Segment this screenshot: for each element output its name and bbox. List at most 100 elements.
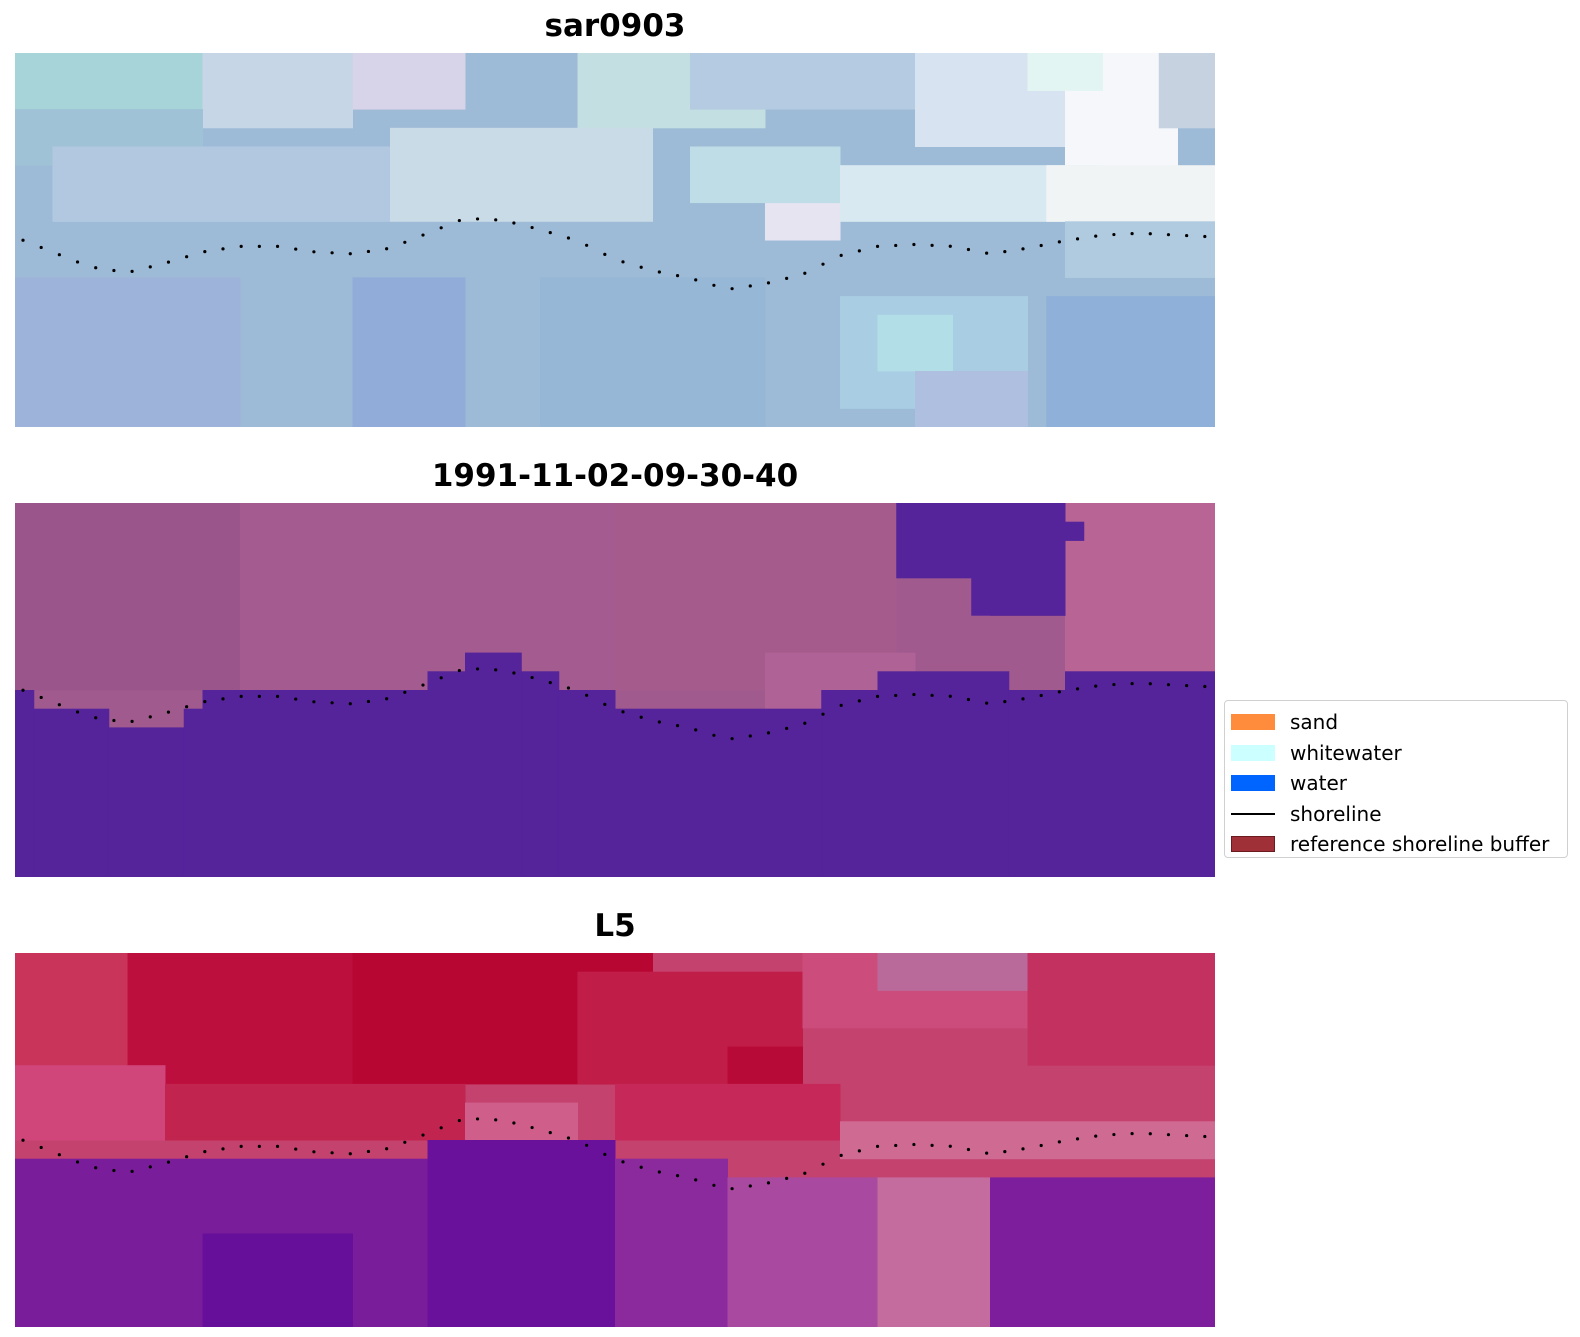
shoreline-dot	[39, 1145, 43, 1150]
shoreline-dot	[257, 1144, 261, 1148]
shoreline-dot	[403, 1140, 407, 1144]
shoreline-dot	[94, 266, 98, 270]
legend-label: water	[1290, 771, 1347, 796]
pixel-block	[896, 503, 1066, 579]
shoreline-dot	[239, 1144, 243, 1148]
pixel-block	[877, 1177, 991, 1327]
shoreline-dot	[748, 734, 752, 738]
shoreline-dot	[185, 705, 189, 709]
shoreline-dot	[730, 737, 734, 741]
shoreline-dot	[112, 718, 116, 723]
shoreline-dot	[1003, 1150, 1007, 1154]
shoreline-dot	[712, 283, 716, 287]
shoreline-dot	[766, 281, 771, 285]
pixel-block	[877, 671, 1010, 877]
shoreline-dot	[166, 1160, 171, 1164]
pixel-block	[1008, 690, 1066, 877]
shoreline-dot	[330, 701, 334, 705]
pixel-block	[240, 503, 616, 691]
pixel-block	[465, 652, 522, 877]
shoreline-dot	[657, 1170, 661, 1174]
shoreline-dot	[730, 287, 734, 291]
shoreline-dot	[348, 252, 352, 256]
shoreline-dot	[585, 243, 589, 247]
shoreline-dot	[439, 676, 443, 680]
shoreline-dot	[694, 728, 698, 732]
shoreline-dot	[785, 1176, 789, 1180]
shoreline-dot	[275, 1144, 280, 1148]
pixel-block	[615, 1083, 841, 1141]
shoreline-dot	[403, 240, 407, 244]
image-l5	[15, 953, 1215, 1327]
shoreline-dot	[875, 694, 880, 698]
shoreline-dot	[221, 697, 225, 701]
shoreline-dot	[94, 1166, 98, 1170]
pixel-block	[202, 690, 428, 877]
shoreline-dot	[657, 720, 661, 724]
legend-label: whitewater	[1290, 740, 1402, 765]
pixel-block	[183, 708, 203, 877]
shoreline-dot	[203, 700, 207, 704]
pixel-block	[877, 953, 1028, 991]
pixel-block	[915, 370, 1028, 427]
pixel-block	[108, 727, 185, 877]
legend-swatch	[1231, 744, 1275, 761]
shoreline-dot	[312, 700, 316, 704]
shoreline-dot	[639, 1165, 643, 1169]
shoreline-dot	[894, 693, 898, 698]
shoreline-dot	[930, 693, 934, 697]
pixel-block	[615, 708, 822, 877]
shoreline-dot	[475, 1117, 480, 1121]
shoreline-dot	[203, 250, 207, 254]
shoreline-dot	[1094, 234, 1098, 238]
shoreline-dot	[1039, 693, 1043, 698]
shoreline-dot	[930, 1143, 934, 1147]
shoreline-dot	[875, 244, 880, 248]
shoreline-dot	[1185, 683, 1189, 688]
pixel-block	[1065, 521, 1085, 541]
pixel-block	[540, 277, 766, 427]
shoreline-dot	[1166, 683, 1171, 687]
shoreline-dot	[585, 693, 589, 697]
shoreline-dot	[312, 1150, 316, 1154]
shoreline-dot	[1148, 232, 1152, 236]
shoreline-dot	[912, 242, 916, 247]
shoreline-dot	[257, 694, 261, 698]
shoreline-dot	[894, 1143, 898, 1148]
shoreline-dot	[275, 694, 280, 698]
shoreline-dot	[130, 719, 134, 723]
shoreline-dot	[421, 233, 425, 237]
pixel-block	[15, 690, 35, 877]
shoreline-dot	[857, 249, 861, 253]
shoreline-dot	[1057, 1140, 1061, 1144]
shoreline-dot	[166, 260, 171, 264]
shoreline-dot	[1039, 1143, 1043, 1148]
shoreline-dot	[1021, 1147, 1025, 1151]
pixel-block	[390, 127, 653, 222]
shoreline-dot	[57, 703, 61, 707]
shoreline-dot	[294, 1147, 298, 1151]
shoreline-dot	[1039, 243, 1043, 248]
shoreline-dot	[912, 1142, 916, 1147]
image-classification	[15, 503, 1215, 877]
shoreline-dot	[657, 270, 661, 274]
shoreline-dot	[548, 680, 552, 685]
shoreline-dot	[57, 1153, 61, 1157]
shoreline-dot	[548, 1130, 552, 1135]
shoreline-dot	[803, 721, 807, 725]
shoreline-dot	[366, 249, 371, 254]
shoreline-dot	[821, 712, 825, 716]
pixel-block	[521, 671, 560, 877]
pixel-block	[202, 1233, 353, 1327]
shoreline-dot	[894, 243, 898, 248]
pixel-block	[1046, 165, 1215, 222]
shoreline-dot	[403, 690, 407, 694]
shoreline-dot	[785, 276, 789, 280]
shoreline-dot	[457, 668, 461, 673]
shoreline-dot	[257, 244, 261, 248]
shoreline-dot	[530, 675, 534, 680]
shoreline-dot	[785, 726, 789, 730]
shoreline-dot	[475, 667, 480, 671]
shoreline-dot	[1075, 237, 1080, 241]
shoreline-dot	[839, 1153, 843, 1158]
